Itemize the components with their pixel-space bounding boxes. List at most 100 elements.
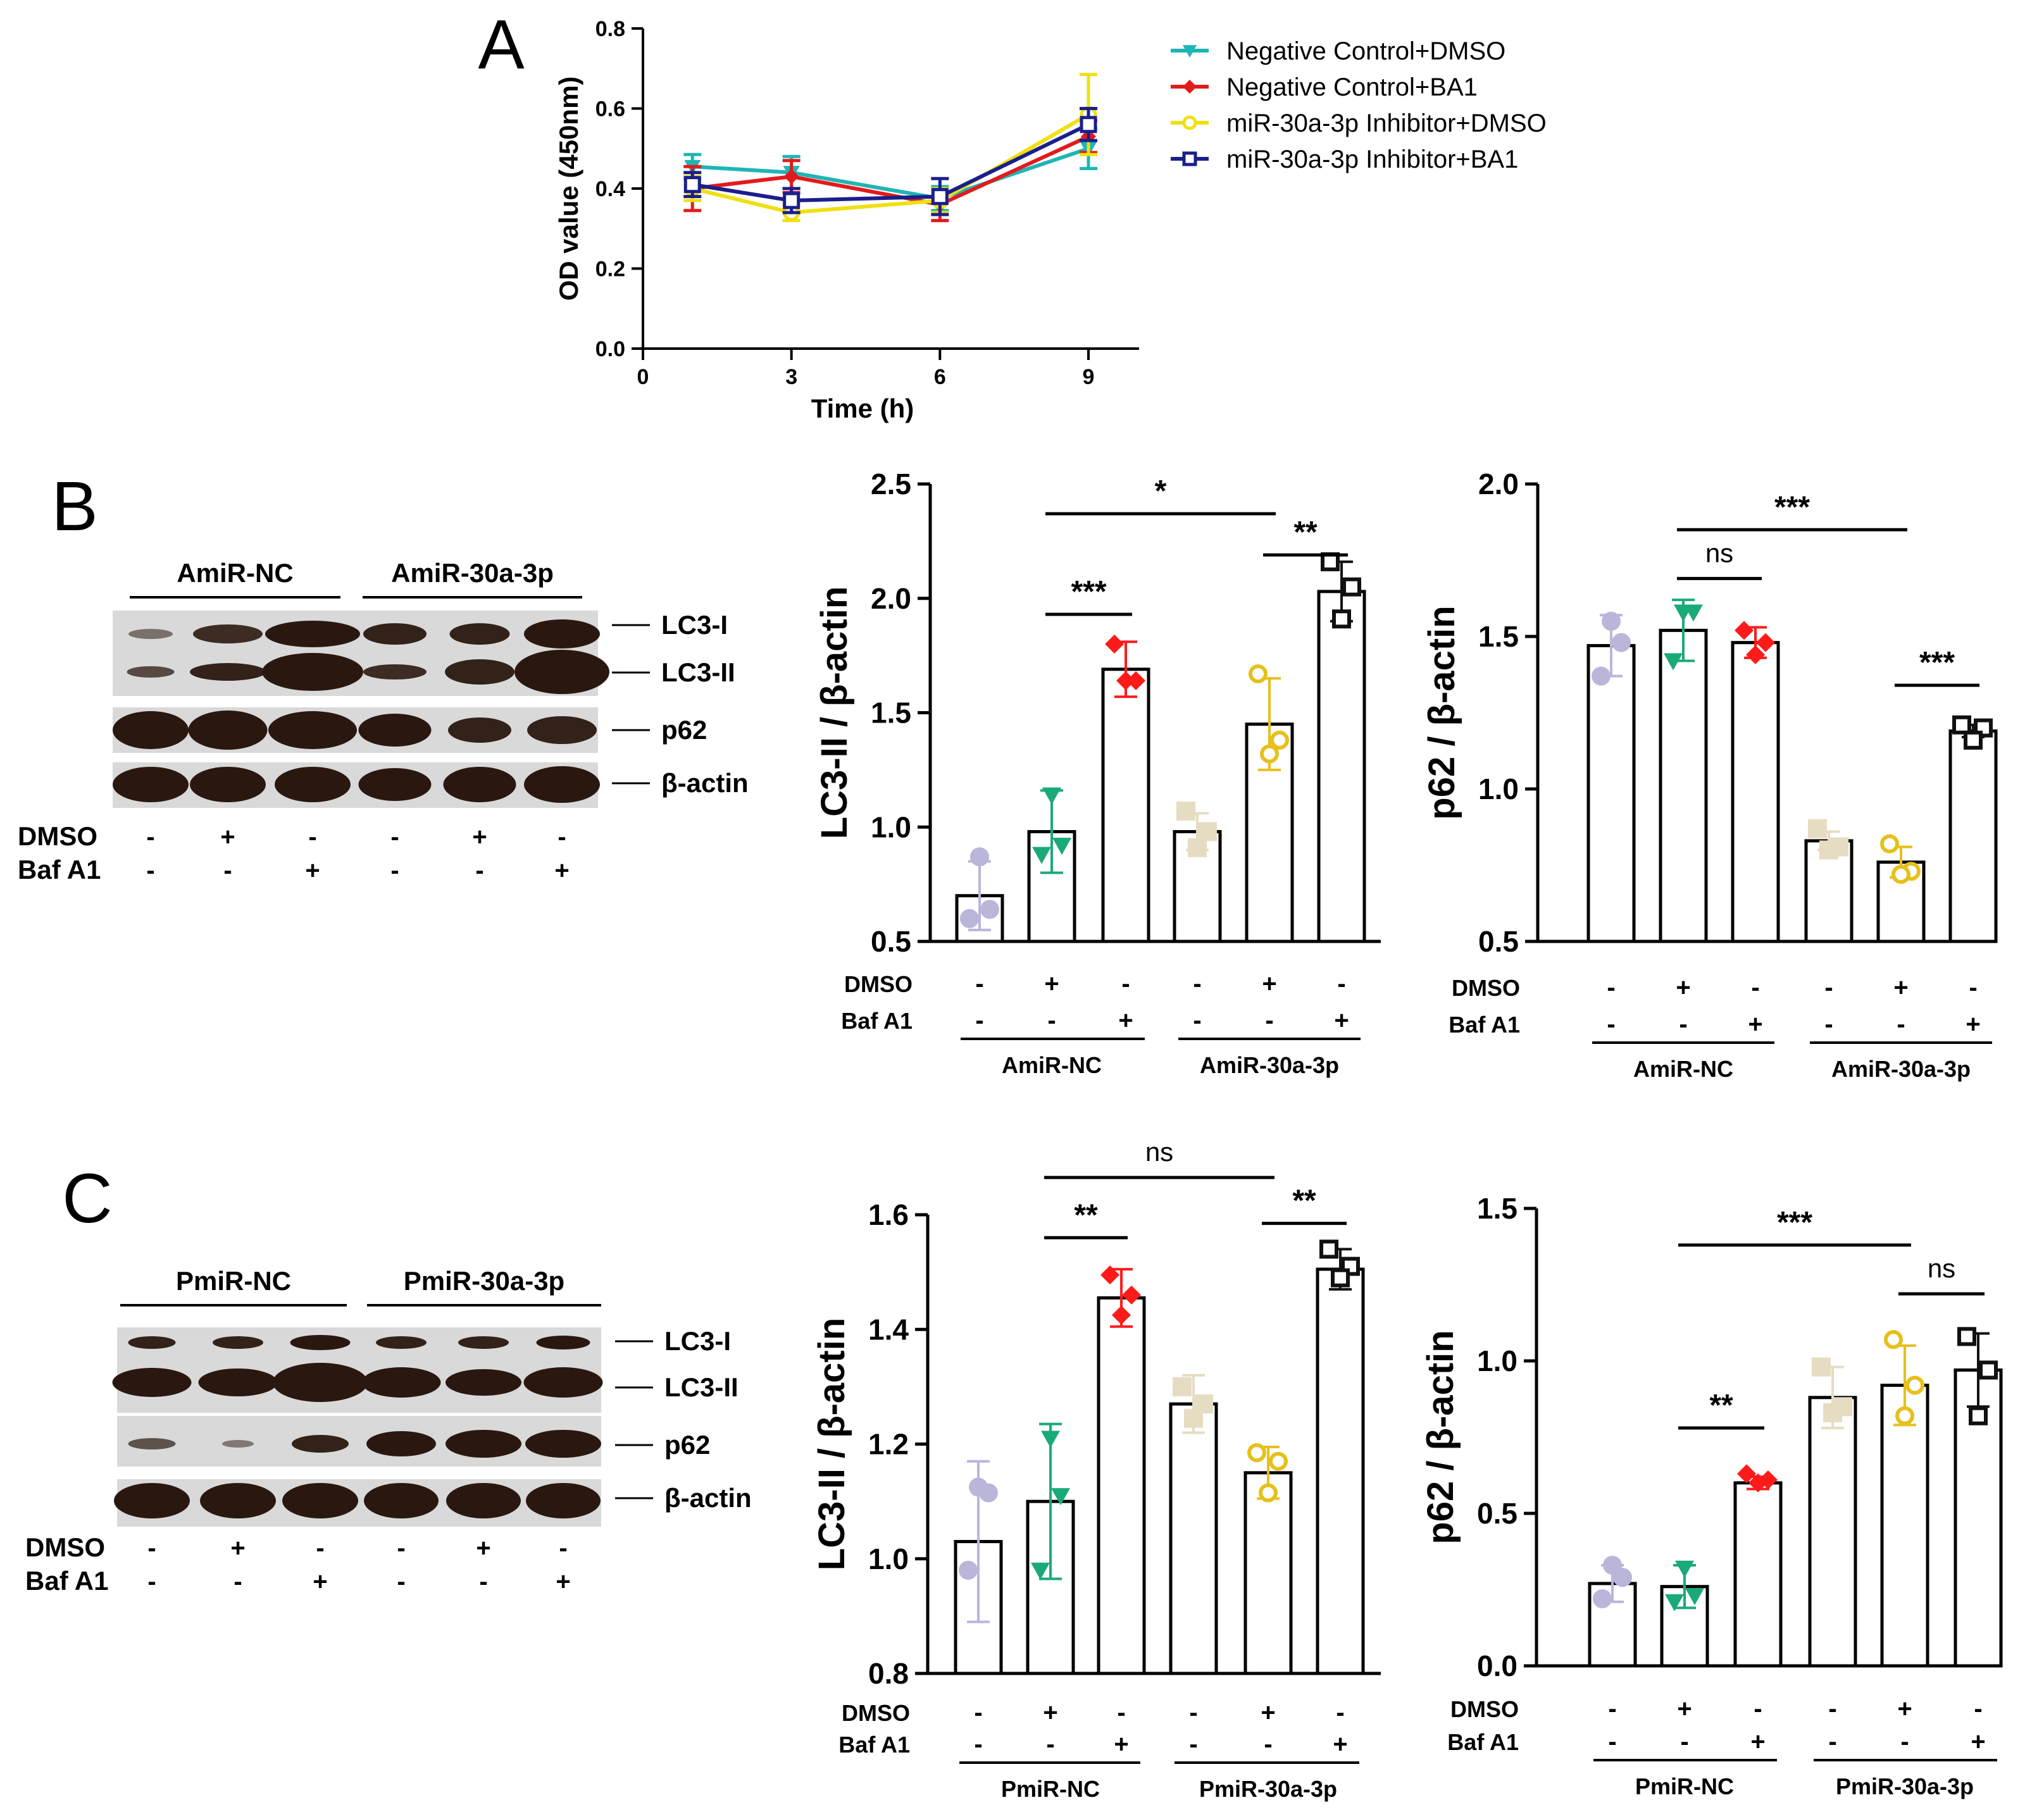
data-point (1884, 1330, 1903, 1350)
data-point (1105, 635, 1124, 654)
band (527, 716, 597, 744)
band (364, 1483, 439, 1518)
bar-chart-B-LC3: 0.5 1.0 1.5 2.0 2.5 LC3-II / β-actin DMSO Baf A… (814, 468, 1381, 1078)
condition-label: DMSO (18, 821, 97, 851)
data-point (1100, 1265, 1119, 1285)
y-tick-label: 1.4 (868, 1313, 909, 1346)
y-tick-label: 0.8 (595, 17, 625, 41)
baf-sign: - (1047, 1007, 1056, 1034)
significance-label: *** (1774, 490, 1810, 524)
condition-label: Baf A1 (25, 1566, 108, 1596)
group-label: PmiR-NC (1635, 1773, 1734, 1799)
band (290, 1335, 351, 1350)
data-point (980, 900, 999, 919)
bar (1097, 1296, 1146, 1675)
significance-label: ** (1293, 516, 1318, 549)
data-point (1664, 653, 1683, 671)
baf-sign: + (1114, 1730, 1128, 1758)
band (188, 711, 268, 750)
y-tick-label: 2.0 (1478, 468, 1519, 500)
band (113, 711, 189, 749)
dmso-sign: - (1751, 974, 1759, 1002)
data-point (1891, 864, 1910, 884)
data-point (1905, 1375, 1924, 1395)
dmso-sign: - (1608, 1695, 1616, 1723)
band (128, 1336, 176, 1349)
y-tick-label: 0.0 (595, 337, 625, 361)
baf-sign: + (1966, 1010, 1980, 1038)
band (443, 767, 516, 802)
baf-sign: - (475, 857, 483, 884)
baf-sign: + (1334, 1007, 1349, 1034)
legend-label: miR-30a-3p Inhibitor+BA1 (1226, 146, 1518, 173)
band-label: LC3-I (661, 610, 728, 640)
panel-letter-b: B (51, 468, 97, 545)
legend-marker (1183, 80, 1197, 94)
line-chart-a: 0.0 0.2 0.4 0.6 0.8 0 3 6 9 Time (h) OD value (450… (554, 17, 1547, 423)
data-point (1952, 715, 1971, 735)
y-tick-label: 0.5 (871, 925, 911, 958)
baf-sign: + (313, 1568, 327, 1596)
series-3: miR-30a-3p Inhibitor+BA1 (683, 107, 1518, 216)
band (128, 629, 173, 639)
band (525, 1430, 601, 1458)
dmso-sign: - (975, 970, 983, 998)
baf-sign: + (554, 857, 569, 884)
dmso-sign: - (316, 1534, 324, 1562)
baf-sign: - (397, 1568, 405, 1596)
series-line (692, 135, 1090, 207)
dmso-sign: + (1043, 1699, 1057, 1727)
y-tick-label: 1.5 (1478, 620, 1519, 653)
x-tick-label: 3 (785, 365, 797, 389)
data-point (1979, 1360, 1998, 1380)
band (262, 653, 363, 691)
band (524, 619, 600, 648)
blot-group-label: PmiR-30a-3p (404, 1266, 564, 1296)
data-point (1198, 822, 1217, 841)
band (273, 1363, 368, 1402)
data-point (1112, 1305, 1131, 1325)
series-line (692, 113, 1090, 214)
blot-B: AmiR-NC AmiR-30a-3p LC3-I LC3-II p62 β-actin D… (18, 558, 749, 884)
data-point (1259, 1483, 1278, 1503)
baf-sign: + (1748, 1010, 1762, 1038)
data-point (1812, 1357, 1831, 1377)
data-point (1746, 645, 1765, 664)
condition-label: Baf A1 (18, 855, 101, 884)
data-point (1823, 1403, 1842, 1422)
data-point (1684, 604, 1703, 622)
significance-label: *** (1777, 1206, 1812, 1239)
data-point (931, 188, 949, 206)
band (449, 623, 510, 645)
data-point (1031, 1562, 1050, 1580)
group-label: PmiR-30a-3p (1199, 1776, 1337, 1802)
y-tick-label: 1.5 (871, 697, 911, 729)
group-label: AmiR-NC (1633, 1056, 1733, 1082)
dmso-sign: - (1754, 1695, 1762, 1723)
band (446, 1483, 521, 1518)
data-point (960, 909, 979, 928)
baf-sign: + (1333, 1730, 1347, 1758)
y-tick-label: 1.0 (871, 810, 911, 843)
dmso-sign: + (230, 1534, 245, 1562)
baf-sign: - (234, 1568, 242, 1596)
baf-sign: - (223, 857, 232, 884)
bar (1316, 1267, 1365, 1675)
band (198, 1368, 278, 1396)
baf-sign: - (1828, 1728, 1836, 1756)
band (458, 1336, 509, 1349)
baf-sign: + (556, 1568, 570, 1596)
baf-sign: - (146, 857, 154, 884)
dmso-sign: + (1677, 1695, 1692, 1723)
baf-sign: - (1680, 1728, 1688, 1756)
significance-label: ns (1145, 1137, 1173, 1167)
band (361, 1367, 441, 1398)
data-point (1964, 730, 1983, 750)
baf-sign: - (1046, 1730, 1054, 1758)
dmso-sign: - (1828, 1695, 1836, 1723)
bar (1659, 628, 1708, 943)
y-tick-label: 1.2 (868, 1428, 909, 1461)
band (358, 768, 432, 801)
band (514, 650, 609, 694)
bar (1586, 643, 1636, 943)
